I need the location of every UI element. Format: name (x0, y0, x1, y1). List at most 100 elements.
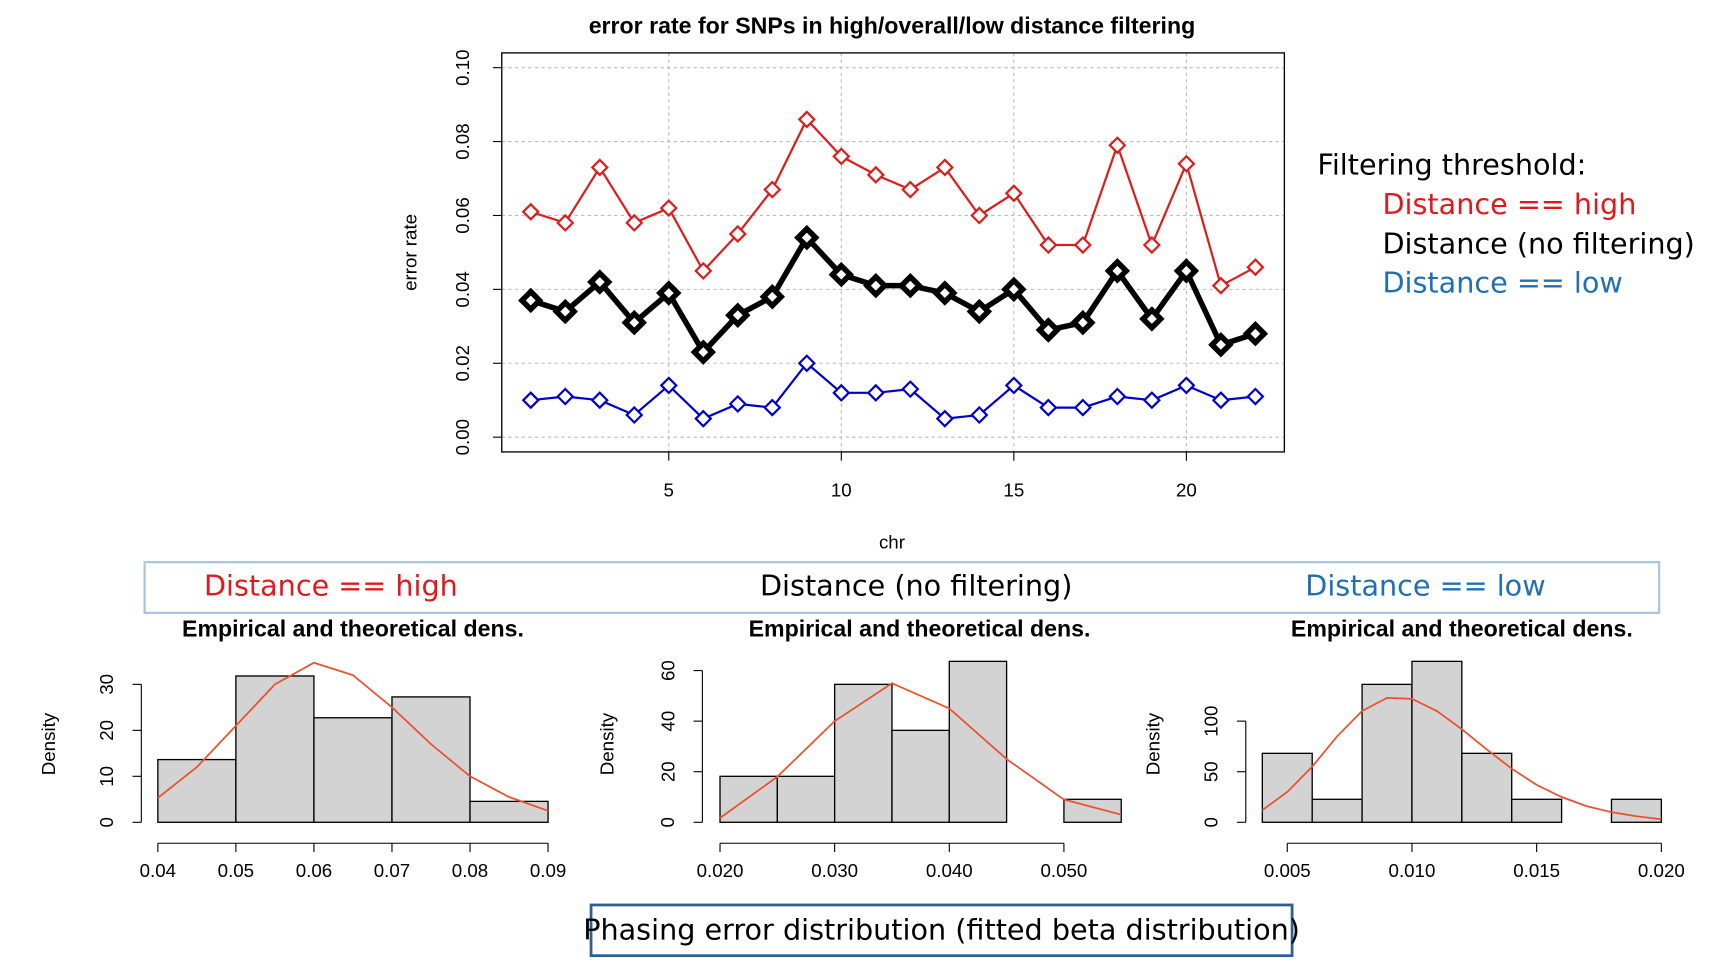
point (966, 298, 993, 325)
point (866, 165, 885, 184)
point (763, 398, 782, 417)
point (1104, 258, 1131, 284)
bar (469, 800, 549, 823)
y-tick-label: 10 (96, 766, 117, 787)
point (970, 206, 989, 225)
point (901, 380, 920, 399)
bar (1511, 798, 1563, 823)
point (932, 280, 958, 306)
y-tick-label: 20 (96, 720, 117, 741)
bar (1361, 683, 1413, 823)
x-tick-label: 0.09 (530, 860, 566, 881)
bar (157, 758, 237, 823)
point (725, 302, 751, 328)
panel-label: Distance (no filtering) (760, 569, 1072, 603)
y-tick-label: 0 (96, 817, 117, 827)
x-tick-label: 0.020 (697, 860, 744, 881)
x-tick-label: 0.07 (374, 860, 410, 881)
point (556, 213, 575, 232)
point (1001, 276, 1027, 303)
bar (1610, 798, 1663, 823)
point (1173, 258, 1200, 284)
point (1177, 154, 1196, 173)
plot-frame (501, 52, 1286, 453)
point (832, 147, 851, 166)
point (1073, 398, 1092, 417)
point (590, 158, 609, 177)
point (659, 199, 678, 218)
chart-title: Empirical and theoretical dens. (749, 616, 1091, 642)
x-tick-label: 0.08 (452, 860, 488, 881)
density-curve (1261, 696, 1662, 821)
y-tick-label: 0.00 (452, 419, 473, 455)
bar (891, 729, 950, 823)
y-tick-label: 0 (657, 817, 678, 827)
point (797, 110, 816, 129)
point (625, 213, 644, 232)
point (694, 261, 713, 280)
panel-label: Distance == low (1305, 569, 1545, 603)
chart-title: error rate for SNPs in high/overall/low … (589, 13, 1196, 39)
y-tick-label: 20 (657, 761, 678, 782)
point (832, 383, 851, 402)
bar (391, 696, 471, 823)
point (694, 409, 713, 428)
bar (313, 717, 393, 823)
y-tick-label: 0.06 (452, 197, 473, 233)
point (797, 354, 816, 373)
y-tick-label: 100 (1201, 706, 1222, 737)
bar (235, 675, 315, 823)
x-tick-label: 0.020 (1638, 860, 1685, 881)
x-tick-label: 0.040 (926, 860, 973, 881)
point (1035, 317, 1062, 343)
series-line (530, 361, 1256, 420)
point (621, 309, 647, 336)
point (1208, 332, 1234, 358)
point (518, 287, 544, 314)
y-axis-label: Density (1142, 712, 1163, 775)
point (935, 409, 954, 428)
point (897, 272, 924, 299)
point (1242, 320, 1269, 347)
y-tick-label: 0.08 (452, 123, 473, 159)
legend-label: Distance (no filtering) (1382, 226, 1694, 260)
point (1139, 306, 1165, 332)
y-tick-label: 40 (657, 711, 678, 732)
y-tick-label: 0.10 (452, 49, 473, 85)
point (970, 405, 989, 425)
x-tick-label: 5 (664, 480, 674, 501)
point (1039, 398, 1058, 417)
point (1070, 309, 1096, 336)
y-axis-label: Density (38, 712, 59, 775)
density-curve (719, 682, 1122, 819)
point (521, 202, 540, 221)
point (866, 383, 885, 402)
point (728, 224, 747, 244)
x-tick-label: 20 (1176, 480, 1197, 501)
point (1004, 184, 1023, 203)
point (1246, 258, 1265, 277)
point (1211, 391, 1230, 410)
bar (1411, 660, 1463, 823)
x-tick-label: 0.050 (1040, 860, 1087, 881)
y-axis-label: error rate (399, 214, 420, 291)
point (690, 339, 716, 365)
point (1004, 376, 1023, 395)
point (1246, 387, 1265, 406)
point (1177, 376, 1196, 395)
y-tick-label: 0.02 (452, 345, 473, 381)
panel-label-box (143, 561, 1661, 614)
legend-label: Distance == low (1382, 265, 1622, 299)
x-axis-label: chr (879, 531, 905, 552)
y-axis-label: Density (597, 712, 618, 775)
series-line (529, 233, 1257, 357)
bar (833, 683, 893, 823)
y-tick-label: 60 (657, 660, 678, 681)
chart-title: Empirical and theoretical dens. (1291, 616, 1633, 642)
bar (1311, 798, 1363, 823)
point (1073, 235, 1092, 255)
legend-title: Filtering threshold: (1317, 147, 1586, 181)
point (590, 391, 609, 410)
